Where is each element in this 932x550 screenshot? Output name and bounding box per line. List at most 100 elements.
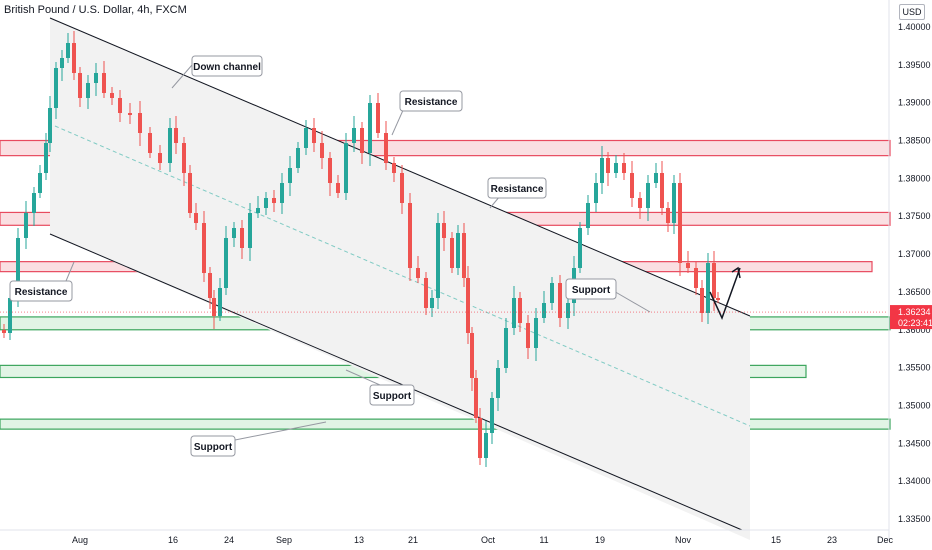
annotation-pointer [234,421,327,441]
channel-fill [50,18,750,540]
candle-body [256,208,260,213]
candle-body [102,73,106,93]
candle-body [474,378,478,418]
candle-body [566,303,570,318]
price-tick-label: 1.36000 [898,325,931,335]
candle-body [542,303,546,318]
price-tick-label: 1.34000 [898,476,931,486]
time-tick-label: 11 [539,535,548,545]
time-tick-label: 16 [168,535,178,545]
candle-body [232,228,236,238]
price-axis[interactable]: 1.40000 1.39500 1.39000 1.38500 1.38000 1.375… [888,0,932,540]
annotation-label: Down channel [193,62,261,73]
candle-body [60,58,64,68]
candle-body [8,298,12,333]
candle-body [550,283,554,303]
candle-body [646,183,650,208]
price-tick-label: 1.36500 [898,287,931,297]
time-tick-label: 19 [595,535,605,545]
candle-body [328,158,332,183]
price-tick-label: 1.34500 [898,438,931,448]
annotation-label: Support [572,285,611,296]
candle-body [202,223,206,273]
candle-body [606,158,610,173]
candle-body [450,238,454,268]
annotation-pointer [345,369,381,386]
annotation-box [565,278,617,300]
candle-body [712,263,716,298]
annotation-pointer [391,107,405,136]
candle-body [218,288,222,316]
candle-body [280,183,284,203]
candle-body [336,183,340,193]
time-axis[interactable]: Aug 16 24 Sep 13 21 Oct 11 19 Nov 15 23 Dec [0,529,893,545]
candle-body [44,143,48,173]
candle-body [600,158,604,183]
countdown-label: 02:23:41 [898,318,932,328]
candle-body [352,128,356,143]
channel-midline [54,125,751,427]
candle-body [78,73,82,98]
candle-body [24,213,28,238]
current-price-badge [890,305,932,330]
candle-body [212,298,216,316]
candle-body [86,83,90,98]
candle-body [194,213,198,223]
annotation-label: Support [373,391,412,402]
candle-body [400,173,404,203]
candle-body [368,103,372,153]
annotations-layer: Down channel Resistance Resistance Resistan… [9,55,651,457]
current-price-label: 1.36234 [898,307,931,317]
candle-body [110,93,114,98]
candle-body [490,398,494,433]
candle-body [66,43,70,58]
candle-body [442,223,446,238]
candle-body [32,193,36,213]
candle-body [384,133,388,163]
candle-body [272,198,276,203]
candle-body [654,173,658,183]
price-tick-label: 1.35000 [898,401,931,411]
candle-body [716,298,720,300]
candle-body [638,198,642,208]
candle-body [558,283,562,318]
candle-body [700,288,704,313]
candle-body [484,433,488,458]
price-tick-label: 1.35500 [898,363,931,373]
candle-body [288,168,292,183]
price-tick-label: 1.33500 [898,514,931,524]
candle-body [456,233,460,268]
candle-body [706,263,710,313]
annotation-box [369,384,415,406]
candle-body [678,183,682,263]
projection-path [709,267,741,320]
candle-body [128,113,132,115]
annotation-pointer [171,64,193,89]
currency-button[interactable]: USD [899,4,925,20]
candle-body [264,198,268,208]
time-tick-label: 21 [408,535,418,545]
candle-body [72,43,76,73]
annotation-box [190,435,236,457]
time-tick-label: 24 [224,535,234,545]
price-tick-label: 1.40000 [898,22,931,32]
time-tick-label: 15 [771,535,781,545]
candle-body [512,298,516,328]
candle-body [296,148,300,168]
candle-body [408,203,412,268]
candle-body [2,330,6,333]
candle-body [430,298,434,308]
support-zone [0,418,891,430]
candle-body [54,68,58,108]
candle-body [320,143,324,158]
candle-body [436,223,440,298]
candle-body [138,113,142,133]
annotation-pointer [611,289,651,313]
candle-body [416,268,420,278]
price-tick-label: 1.37000 [898,249,931,259]
time-tick-label: 13 [354,535,364,545]
channel-lower-line [49,233,743,531]
candle-body [424,278,428,308]
candle-body [182,143,186,173]
